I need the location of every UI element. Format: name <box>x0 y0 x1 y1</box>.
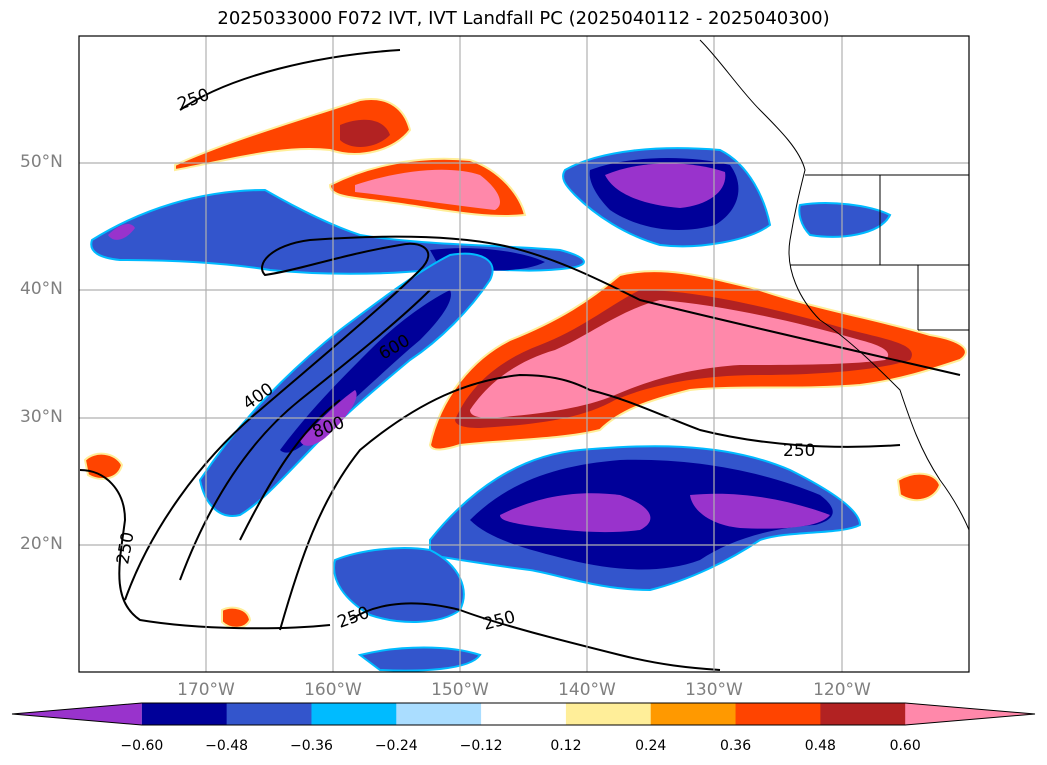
colorbar-segment <box>481 703 567 725</box>
lat-label-50n: 50°N <box>20 152 63 172</box>
colorbar-segment <box>396 703 482 725</box>
positive-anomaly-ar-pink <box>470 300 889 418</box>
lon-label-160w: 160°W <box>304 680 362 700</box>
lon-label-120w: 120°W <box>813 680 871 700</box>
colorbar-segment <box>650 703 737 725</box>
lon-label-130w: 130°W <box>685 680 743 700</box>
colorbar-segment <box>12 703 142 725</box>
positive-blob-south <box>221 606 252 629</box>
colorbar-segment <box>905 703 1035 725</box>
positive-blob-west <box>83 452 124 480</box>
colorbar-segment <box>565 703 652 725</box>
colorbar-tick-label: 0.60 <box>889 738 921 754</box>
ivt-fill-layer <box>79 49 967 672</box>
state-borders <box>790 174 969 331</box>
colorbar-outline <box>11 702 1036 726</box>
colorbar-tick-label: −0.36 <box>290 738 333 754</box>
colorbar-tick-label: 0.48 <box>804 738 836 754</box>
negative-anomaly-south-purple <box>500 493 651 533</box>
gridlines <box>79 36 969 672</box>
colorbar-tick-label: −0.60 <box>120 738 164 754</box>
colorbar-segment <box>820 703 906 725</box>
map-title: 2025033000 F072 IVT, IVT Landfall PC (20… <box>217 8 830 29</box>
colorbar-segment <box>226 703 312 725</box>
coastline <box>699 39 970 531</box>
negative-anomaly-south-dark <box>470 459 833 570</box>
positive-blob-baja <box>896 472 942 502</box>
lon-label-140w: 140°W <box>558 680 616 700</box>
colorbar-segment <box>141 703 228 725</box>
colorbar-tick-label: −0.12 <box>459 738 503 754</box>
lat-label-40n: 40°N <box>20 279 63 299</box>
colorbar-tick-label: 0.12 <box>550 738 582 754</box>
colorbar-tick-label: −0.48 <box>205 738 249 754</box>
colorbar-segment <box>311 703 397 725</box>
map-frame <box>78 35 970 673</box>
ivt-contours <box>79 49 961 671</box>
positive-anomaly-north2-core <box>355 169 500 210</box>
contour-label-250-east: 250 <box>783 441 815 461</box>
colorbar-tick-label: −0.24 <box>374 738 418 754</box>
lat-label-20n: 20°N <box>20 534 63 554</box>
colorbar-tick-label: 0.36 <box>719 738 752 754</box>
colorbar-segment <box>735 703 821 725</box>
positive-anomaly-north <box>174 98 412 172</box>
positive-anomaly-north-core <box>340 119 390 147</box>
lon-label-170w: 170°W <box>177 680 235 700</box>
colorbar-tick-label: 0.24 <box>635 738 667 754</box>
colorbar <box>11 702 1036 726</box>
negative-anomaly-coast <box>798 202 892 238</box>
negative-anomaly-diagonal-dark <box>280 290 451 453</box>
negative-anomaly-ne-purple <box>605 163 726 208</box>
lon-label-150w: 150°W <box>431 680 489 700</box>
lat-label-30n: 30°N <box>20 407 63 427</box>
negative-anomaly-nw-purple <box>108 224 135 240</box>
negative-anomaly-south-purple2 <box>690 493 830 529</box>
negative-anomaly-bottom <box>357 646 482 672</box>
